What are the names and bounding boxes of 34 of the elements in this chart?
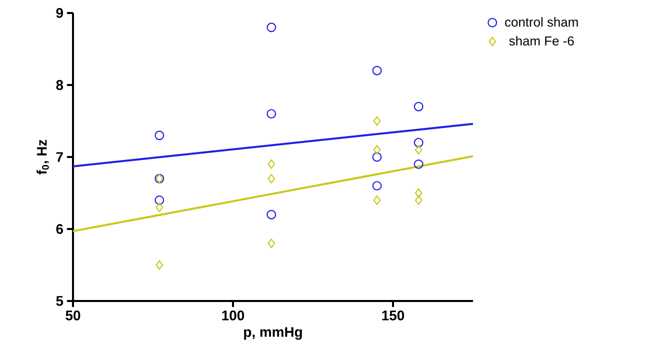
x-tick-label: 100	[222, 310, 244, 320]
point	[372, 181, 382, 191]
point	[414, 195, 422, 205]
legend-label: sham Fe -6	[509, 36, 574, 46]
x-axis-title: p, mmHg	[244, 327, 302, 340]
point	[266, 109, 276, 119]
point	[373, 116, 381, 126]
point	[414, 159, 424, 169]
point	[414, 138, 424, 148]
legend-label: control sham	[505, 17, 578, 27]
y-axis-title: f$_{0}$, Hz	[36, 140, 49, 174]
y-tick-label: 6	[56, 224, 63, 234]
point	[268, 238, 276, 248]
point	[373, 195, 381, 205]
x-tick-label: 50	[66, 310, 80, 320]
point	[154, 130, 164, 140]
point	[266, 22, 276, 32]
y-tick-label: 8	[56, 80, 64, 90]
point	[373, 145, 381, 155]
point	[156, 260, 164, 270]
point	[156, 202, 164, 212]
point	[372, 66, 382, 76]
point	[268, 159, 276, 169]
y-tick-label: 5	[56, 296, 64, 306]
point	[414, 102, 424, 112]
point	[414, 188, 422, 198]
x-tick-label: 150	[382, 310, 404, 320]
point	[414, 145, 422, 155]
point	[154, 195, 164, 205]
y-tick-label: 9	[56, 8, 63, 18]
y-tick-label: 7	[56, 152, 63, 162]
point	[268, 174, 276, 184]
point	[372, 152, 382, 162]
point	[266, 210, 276, 220]
